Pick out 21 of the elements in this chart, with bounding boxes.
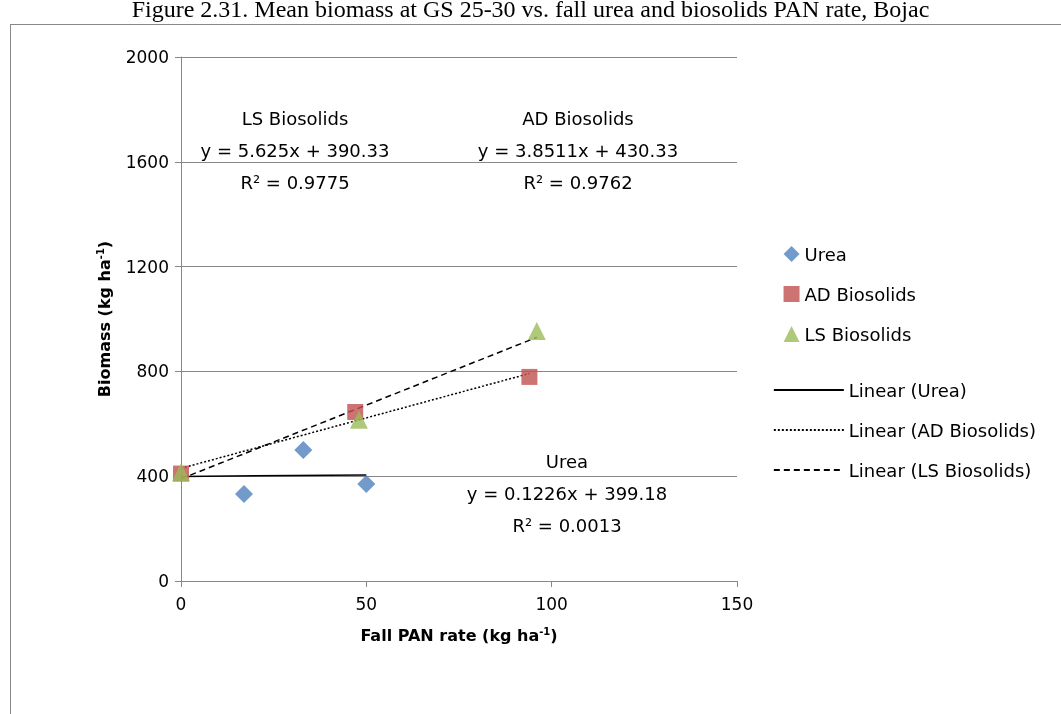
- y-tick-label: 0: [158, 571, 169, 591]
- annotation: AD Biosolids y = 3.8511x + 430.33 R² = 0.9762: [477, 107, 679, 193]
- legend-label: LS Biosolids: [804, 323, 912, 345]
- y-tick-label: 400: [136, 466, 169, 487]
- chart-title: Figure 2.31. Mean biomass at GS 25-30 vs. fall urea and biosolids PAN rate, Bojac: [130, 0, 931, 23]
- x-tick-label: 150: [720, 593, 754, 614]
- legend-label: Urea: [804, 243, 847, 265]
- x-tick-label: 50: [355, 593, 378, 614]
- y-tick-label: 1200: [125, 256, 169, 277]
- y-tick-label: 800: [136, 361, 169, 382]
- y-tick-label: 1600: [125, 151, 169, 172]
- y-axis-title: Biomass (kg ha-1): [94, 240, 114, 398]
- legend-label: Linear (LS Biosolids): [848, 459, 1032, 481]
- x-tick-label: 100: [535, 593, 568, 614]
- annotation: LS Biosolids y = 5.625x + 390.33 R² = 0.9775: [200, 107, 390, 193]
- legend-label: Linear (Urea): [848, 379, 967, 401]
- x-tick-label: 0: [175, 593, 187, 614]
- legend-label: AD Biosolids: [804, 283, 917, 305]
- annotation: Urea y = 0.1226x + 399.18 R² = 0.0013: [466, 450, 668, 536]
- legend-label: Linear (AD Biosolids): [848, 419, 1037, 441]
- y-tick-label: 2000: [125, 47, 169, 67]
